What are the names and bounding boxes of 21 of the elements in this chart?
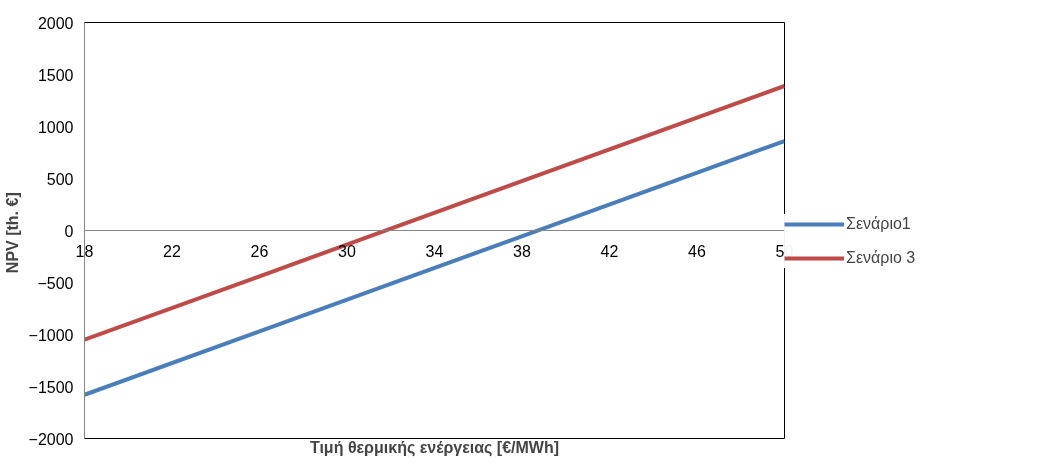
y-tick-label: 0 <box>64 222 74 240</box>
x-axis-title: Τιμή θερμικής ενέργειας [€/MWh] <box>309 438 560 457</box>
legend-label: Σενάριο1 <box>846 215 911 233</box>
y-axis-title: NPV [th. €] <box>3 192 21 274</box>
x-tick-label: 26 <box>250 242 269 260</box>
x-tick-label: 46 <box>688 242 706 260</box>
y-tick-label: −1500 <box>28 378 74 396</box>
y-tick-label: −500 <box>37 274 74 292</box>
x-tick-label: 42 <box>600 242 619 260</box>
y-tick-label: 2000 <box>37 14 74 32</box>
legend-label: Σενάριο 3 <box>846 249 916 267</box>
y-tick-label: −1000 <box>28 326 74 344</box>
y-tick-label: −2000 <box>28 430 74 448</box>
y-tick-label: 500 <box>46 170 74 188</box>
x-tick-label: 38 <box>513 242 531 260</box>
y-tick-label: 1000 <box>37 118 74 136</box>
x-tick-label: 30 <box>338 242 356 260</box>
x-tick-label: 22 <box>163 242 181 260</box>
x-tick-label: 18 <box>75 242 94 260</box>
x-tick-label: 34 <box>425 242 444 260</box>
y-tick-label: 1500 <box>37 66 74 84</box>
